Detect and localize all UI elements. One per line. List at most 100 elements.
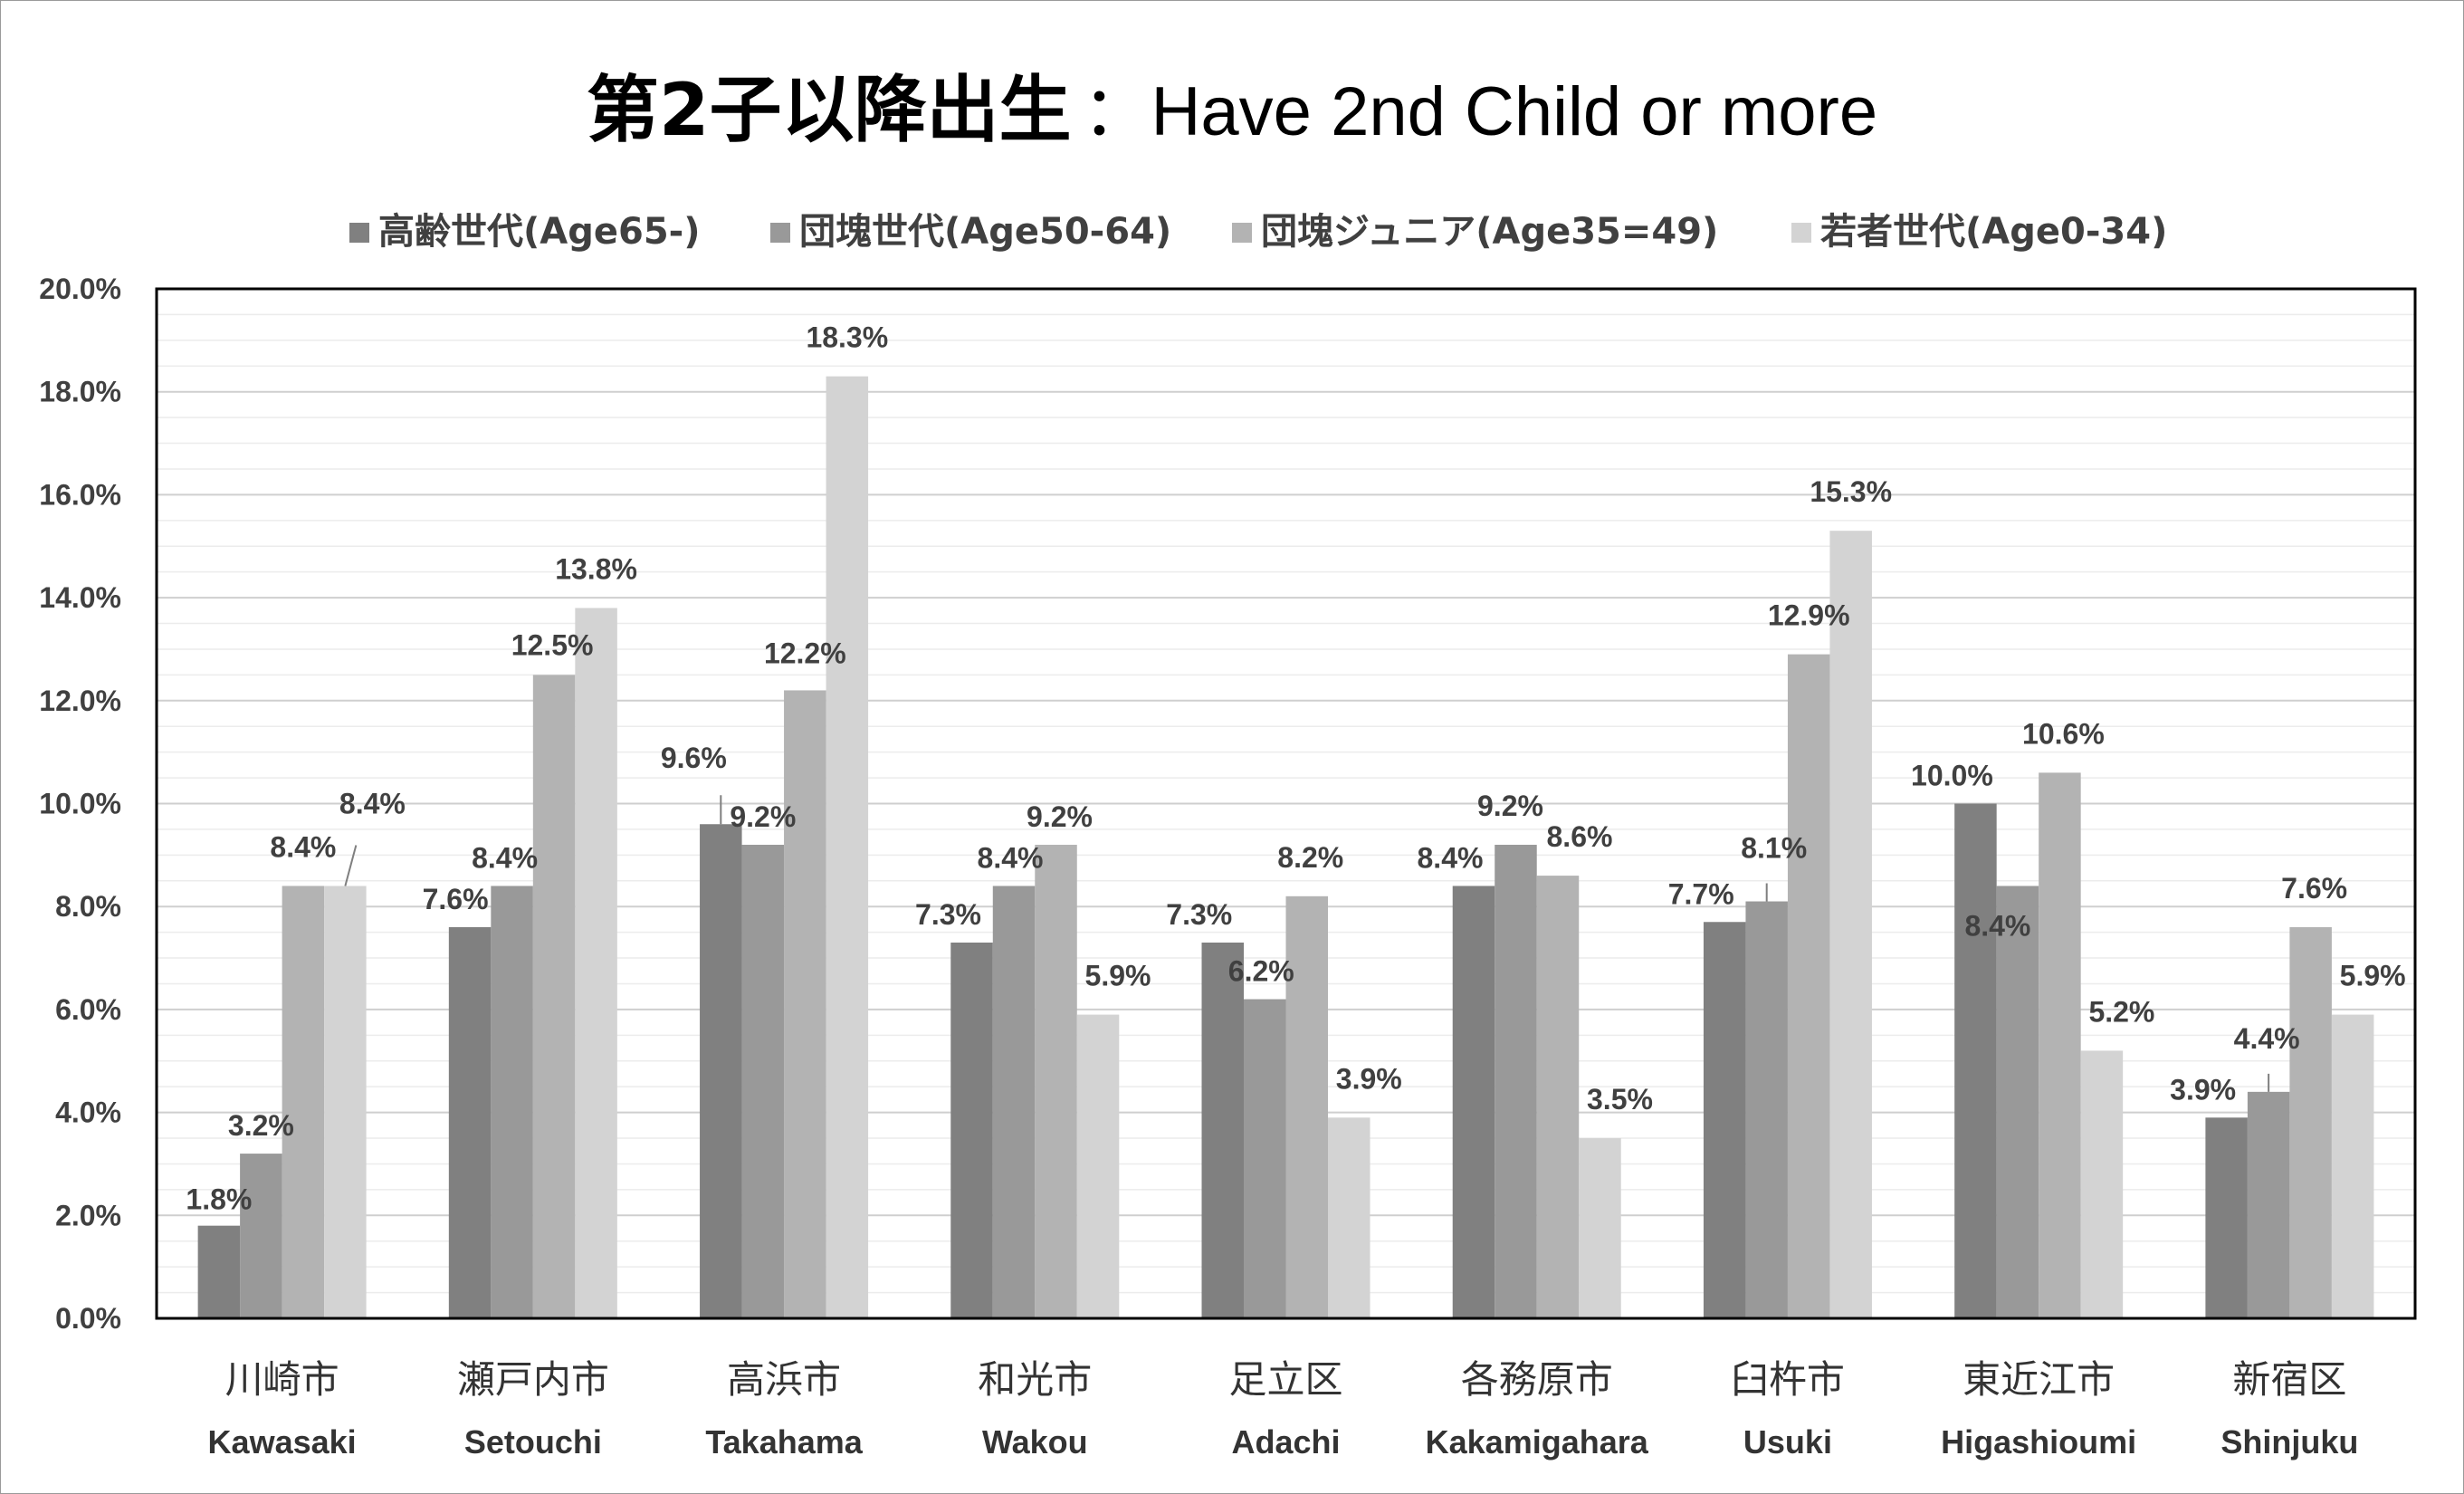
data-label: 12.9%: [1768, 599, 1850, 632]
data-label: 7.6%: [423, 883, 489, 915]
y-tick-label: 10.0%: [39, 788, 121, 820]
y-tick-label: 6.0%: [55, 993, 121, 1026]
bar: [1745, 901, 1788, 1318]
bar: [2080, 1050, 2124, 1318]
data-label: 9.6%: [661, 742, 727, 774]
legend-swatch: [349, 223, 369, 243]
data-label: 7.3%: [915, 898, 981, 931]
bar: [1703, 922, 1746, 1318]
chart-title: 第2子以降出生: [587, 68, 1072, 152]
data-label: 10.0%: [1911, 760, 1993, 792]
data-label: 8.4%: [1964, 909, 2030, 942]
data-label: 15.3%: [1810, 475, 1892, 508]
legend-label: 団塊世代(Age50-64): [799, 211, 1171, 253]
data-label: 9.2%: [1477, 790, 1543, 822]
legend-swatch: [1791, 223, 1811, 243]
x-tick-label: 高浜市: [727, 1357, 841, 1402]
data-label: 5.9%: [2340, 960, 2406, 992]
data-label: 8.2%: [1277, 841, 1343, 874]
bar: [1495, 844, 1537, 1318]
data-label: 18.3%: [806, 321, 888, 354]
x-tick-label: 瀬戸内市: [457, 1357, 609, 1402]
bar: [784, 690, 826, 1318]
bar: [992, 886, 1036, 1318]
data-label: 7.6%: [2281, 872, 2347, 905]
bar: [1536, 876, 1580, 1318]
data-label: 8.4%: [339, 787, 406, 819]
data-label: 8.4%: [472, 841, 538, 874]
data-label: 1.8%: [186, 1183, 252, 1216]
chart-subtitle: ：Have 2nd Child or more: [1083, 73, 1878, 150]
bar: [324, 886, 367, 1318]
y-axis: 0.0% 2.0% 4.0% 6.0% 8.0% 10.0% 12.0% 14.0% 16.0%…: [39, 273, 121, 1335]
bar: [575, 608, 617, 1318]
x-tick-label-en: Wakou: [982, 1423, 1088, 1460]
data-label: 4.4%: [2234, 1022, 2300, 1055]
x-axis: 川崎市 Kawasaki 瀬戸内市 Setouchi 高浜市 Takahama 和光市 Wak…: [208, 1357, 2359, 1460]
bar: [1996, 886, 2039, 1318]
data-label: 5.9%: [1085, 960, 1151, 992]
bar: [741, 844, 785, 1318]
bar: [2039, 772, 2081, 1318]
data-labels: 1.8% 7.6% 9.6% 7.3% 7.3% 8.4% 7.7% 10.0% 3.9% 3.2…: [186, 321, 2405, 1216]
bar: [2331, 1014, 2374, 1318]
data-label: 10.6%: [2022, 717, 2105, 750]
bar: [826, 376, 869, 1318]
data-label: 12.2%: [764, 637, 846, 669]
legend-label: 高齢世代(Age65-): [378, 211, 701, 253]
x-tick-label-en: Kawasaki: [208, 1423, 357, 1460]
bar: [197, 1225, 241, 1318]
legend-label: 若者世代(Age0-34): [1820, 211, 2167, 253]
data-label: 8.1%: [1741, 832, 1807, 865]
y-tick-label: 12.0%: [39, 685, 121, 717]
bar: [1035, 844, 1077, 1318]
x-tick-label: 川崎市: [225, 1357, 339, 1402]
bar: [1285, 895, 1328, 1318]
x-tick-label-en: Takahama: [705, 1423, 863, 1460]
y-tick-label: 8.0%: [55, 890, 121, 923]
y-tick-label: 14.0%: [39, 581, 121, 614]
data-label: 6.2%: [1228, 955, 1294, 988]
x-tick-label: 新宿区: [2232, 1357, 2346, 1402]
label-leader-line: [344, 845, 358, 886]
data-label: 3.9%: [1336, 1062, 1402, 1095]
bars: [197, 376, 2374, 1318]
legend-label: 団塊ジュニア(Age35=49): [1261, 211, 1718, 253]
x-tick-label: 足立区: [1228, 1357, 1342, 1402]
bar: [1954, 803, 1997, 1318]
plot-area-frame: [155, 287, 2417, 1320]
y-tick-label: 20.0%: [39, 273, 121, 305]
x-tick-label-en: Setouchi: [464, 1423, 602, 1460]
data-label: 5.2%: [2088, 995, 2154, 1028]
y-tick-label: 4.0%: [55, 1097, 121, 1129]
bar: [448, 926, 492, 1318]
bar: [240, 1154, 282, 1318]
data-label: 8.6%: [1547, 820, 1613, 853]
bar: [1579, 1138, 1621, 1318]
data-label: 8.4%: [978, 841, 1044, 874]
bar: [2289, 926, 2332, 1318]
bar: [282, 886, 325, 1318]
data-label: 9.2%: [1027, 800, 1093, 833]
bar: [1076, 1014, 1120, 1318]
chart-title-group: 第2子以降出生 ：Have 2nd Child or more: [587, 68, 1877, 152]
y-tick-label: 2.0%: [55, 1199, 121, 1231]
x-tick-label-en: Shinjuku: [2220, 1423, 2358, 1460]
data-label: 7.7%: [1668, 877, 1734, 910]
x-tick-label: 東近江市: [1963, 1357, 2115, 1402]
data-label: 13.8%: [555, 552, 637, 585]
data-label: 3.5%: [1587, 1083, 1653, 1116]
y-tick-label: 18.0%: [39, 376, 121, 408]
data-label: 12.5%: [511, 628, 594, 661]
x-tick-label-en: Usuki: [1743, 1423, 1832, 1460]
bar: [1328, 1117, 1370, 1318]
bar: [2205, 1117, 2248, 1318]
legend: 高齢世代(Age65-) 団塊世代(Age50-64) 団塊ジュニア(Age35=4…: [349, 211, 2167, 253]
bar: [1201, 942, 1244, 1318]
bar: [1452, 886, 1495, 1318]
legend-swatch: [770, 223, 790, 243]
data-label: 3.9%: [2170, 1073, 2236, 1106]
bar: [532, 675, 576, 1318]
legend-swatch: [1232, 223, 1252, 243]
